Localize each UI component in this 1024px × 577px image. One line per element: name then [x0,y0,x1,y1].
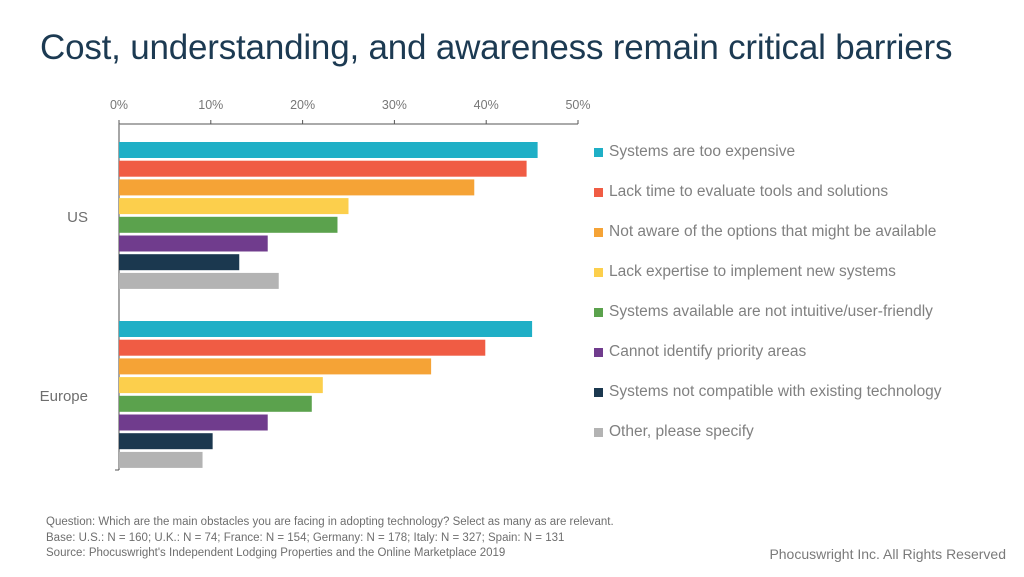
legend-label: Other, please specify [609,423,754,440]
bar [119,198,349,215]
legend-label: Systems are too expensive [609,143,796,160]
legend-swatch [594,388,603,397]
legend-label: Lack time to evaluate tools and solution… [609,183,889,200]
bar [119,433,213,450]
legend-label: Not aware of the options that might be a… [609,223,937,240]
bar [119,358,432,375]
bar [119,254,240,271]
legend-item: Lack time to evaluate tools and solution… [594,183,942,223]
legend-item: Other, please specify [594,423,942,463]
bar [119,451,203,468]
legend-swatch [594,188,603,197]
bar [119,321,533,337]
bar [119,414,268,431]
bar [119,339,486,356]
copyright: Phocuswright Inc. All Rights Reserved [769,546,1006,562]
x-tick-label: 50% [565,98,590,112]
legend-swatch [594,348,603,357]
legend-item: Systems available are not intuitive/user… [594,303,942,343]
legend-item: Systems not compatible with existing tec… [594,383,942,423]
chart-title: Cost, understanding, and awareness remai… [40,28,953,67]
footnote-base: Base: U.S.: N = 160; U.K.: N = 74; Franc… [46,531,565,544]
legend-label: Systems available are not intuitive/user… [609,303,933,320]
bar [119,179,475,196]
legend-swatch [594,268,603,277]
bar [119,216,338,233]
legend-item: Lack expertise to implement new systems [594,263,942,303]
category-labels: US Europe [40,209,88,405]
bar [119,235,268,252]
legend-swatch [594,308,603,317]
legend-label: Cannot identify priority areas [609,343,807,360]
bar [119,142,538,158]
x-tick-label: 20% [290,98,315,112]
footnotes: Question: Which are the main obstacles y… [46,515,614,562]
bars [119,142,538,468]
x-tick-label: 40% [474,98,499,112]
x-axis: 0% 10% 20% 30% 40% 50% [110,98,591,471]
bar [119,160,527,177]
category-label: US [67,209,88,226]
legend-item: Systems are too expensive [594,143,942,183]
bar [119,395,312,412]
footnote-source: Source: Phocuswright's Independent Lodgi… [46,547,506,559]
legend-swatch [594,228,603,237]
x-tick-label: 0% [110,98,128,112]
x-tick-label: 30% [382,98,407,112]
bar [119,377,323,394]
legend-swatch [594,148,603,157]
legend-item: Not aware of the options that might be a… [594,223,942,263]
bar [119,272,279,289]
legend-item: Cannot identify priority areas [594,343,942,383]
x-tick-label: 10% [198,98,223,112]
legend-label: Systems not compatible with existing tec… [609,383,942,400]
footnote-question: Question: Which are the main obstacles y… [46,516,614,528]
legend: Systems are too expensive Lack time to ev… [594,143,942,463]
legend-swatch [594,428,603,437]
legend-label: Lack expertise to implement new systems [609,263,896,280]
category-label: Europe [40,388,88,405]
